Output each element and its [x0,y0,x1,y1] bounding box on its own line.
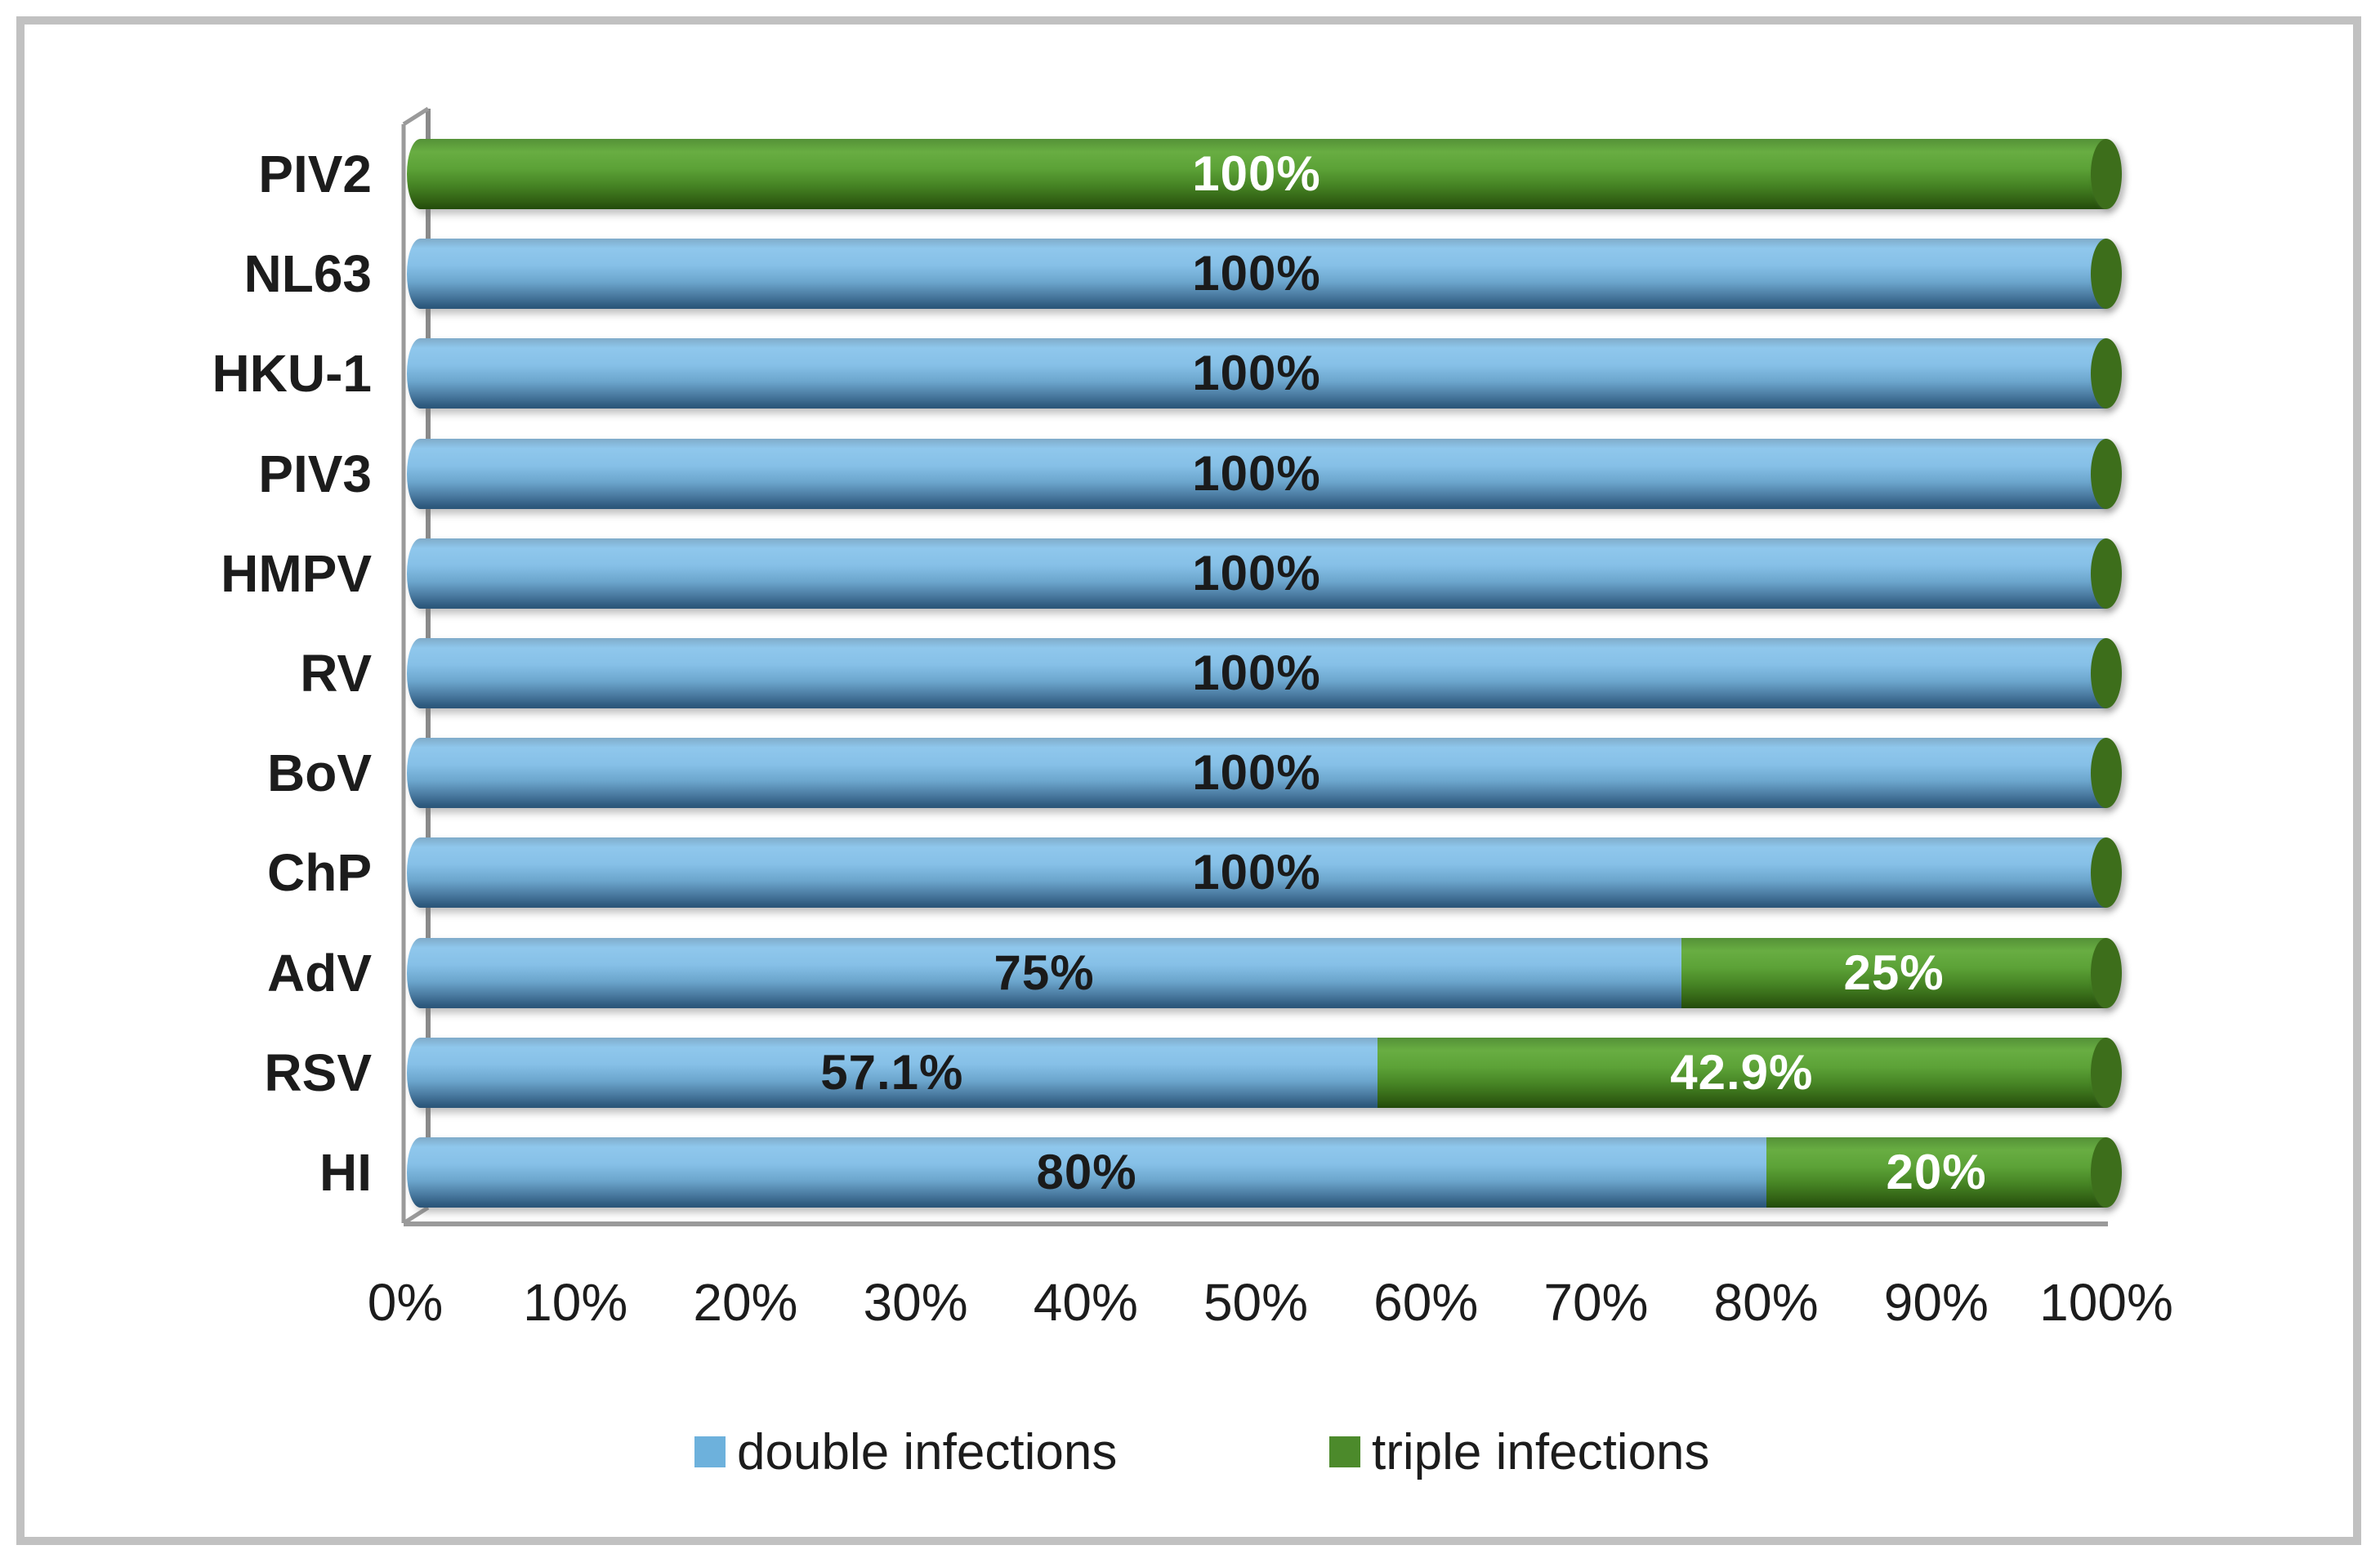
bar-value-label: 100% [1192,845,1321,900]
bar-end-cap [2091,438,2122,509]
bar-value-label: 100% [1192,745,1321,801]
bar-row-HI: 80% 20% [407,1137,2106,1208]
x-tick-label-0%: 0% [367,1273,444,1332]
bar-segment-double-BoV [407,738,2106,809]
bar-segment-double-ChP [407,837,2106,909]
bar-value-label: 57.1% [820,1044,964,1100]
bar-value-label: 100% [1192,645,1321,700]
x-tick-label-50%: 50% [1203,1273,1309,1332]
bar-end-cap [2091,738,2122,809]
bar-segment-double-RV [407,638,2106,708]
x-tick-label-20%: 20% [693,1273,798,1332]
bar-segment-double-HI [407,1137,1766,1208]
bar-segment-triple-AdV [1681,937,2106,1008]
bar-value-label: 100% [1192,346,1321,401]
bar-row-PIV3: 100% [407,438,2106,509]
category-label-RSV: RSV [264,1043,372,1102]
bar-segment-double-RSV [407,1037,1378,1108]
bar-end-cap [2091,1137,2122,1208]
bar-row-HMPV: 100% [407,538,2106,609]
legend-item-triple: triple infections [1329,1423,1710,1480]
bar-segment-double-AdV [407,937,1681,1008]
x-tick-label-80%: 80% [1713,1273,1819,1332]
bar-row-RSV: 57.1% 42.9% [407,1037,2106,1108]
category-label-RV: RV [300,644,372,703]
bar-value-label: 100% [1192,246,1321,301]
bar-end-cap [2091,1037,2122,1108]
x-tick-label-90%: 90% [1883,1273,1989,1332]
bar-row-BoV: 100% [407,738,2106,809]
bar-row-ChP: 100% [407,837,2106,909]
legend-swatch-double-icon [694,1436,726,1467]
bar-value-label: 100% [1192,146,1321,201]
bar-end-cap [2091,139,2122,209]
bar-value-label: 25% [1843,944,1945,1000]
bar-value-label: 80% [1036,1145,1137,1199]
bar-end-cap [2091,538,2122,609]
legend-swatch-triple-icon [1329,1436,1360,1467]
category-label-PIV2: PIV2 [258,145,372,203]
x-tick-label-10%: 10% [523,1273,628,1332]
bar-end-cap [2091,837,2122,909]
bar-segment-double-NL63 [407,239,2106,310]
category-label-AdV: AdV [267,943,372,1003]
bar-end-cap [2091,937,2122,1008]
bar-end-cap [2091,338,2122,409]
category-label-PIV3: PIV3 [258,444,372,503]
bar-row-HKU-1: 100% [407,338,2106,409]
x-tick-label-100%: 100% [2039,1273,2173,1332]
x-tick-label-40%: 40% [1033,1273,1138,1332]
x-tick-label-60%: 60% [1373,1273,1479,1332]
category-label-HKU-1: HKU-1 [212,344,372,404]
bar-segment-double-HMPV [407,538,2106,609]
legend-item-double: double infections [694,1423,1118,1480]
bar-value-label: 100% [1192,545,1321,601]
bar-segment-triple-RSV [1377,1037,2106,1108]
category-label-HMPV: HMPV [221,543,372,603]
bar-row-RV: 100% [407,638,2106,708]
bar-segment-double-PIV3 [407,438,2106,509]
bar-segment-triple-PIV2 [407,139,2106,209]
bar-value-label: 100% [1192,445,1321,501]
bar-value-label: 20% [1886,1145,1987,1199]
legend-label-double: double infections [737,1423,1118,1480]
category-label-BoV: BoV [267,744,372,803]
bar-value-label: 42.9% [1670,1044,1814,1100]
bar-end-cap [2091,239,2122,310]
bar-row-PIV2: 100% [407,139,2106,209]
axis-wall-top-edge [402,106,430,127]
x-tick-label-70%: 70% [1543,1273,1649,1332]
bar-value-label: 75% [994,944,1095,1000]
category-label-HI: HI [319,1143,372,1202]
bar-end-cap [2091,638,2122,708]
legend-label-triple: triple infections [1372,1423,1710,1480]
category-label-NL63: NL63 [243,244,373,304]
x-tick-label-30%: 30% [863,1273,968,1332]
bar-segment-triple-HI [1766,1137,2106,1208]
category-label-ChP: ChP [267,843,372,903]
bar-segment-double-HKU-1 [407,338,2106,409]
bar-row-AdV: 75% 25% [407,937,2106,1008]
axis-wall-bottom-edge [402,1205,430,1226]
bar-row-NL63: 100% [407,239,2106,310]
